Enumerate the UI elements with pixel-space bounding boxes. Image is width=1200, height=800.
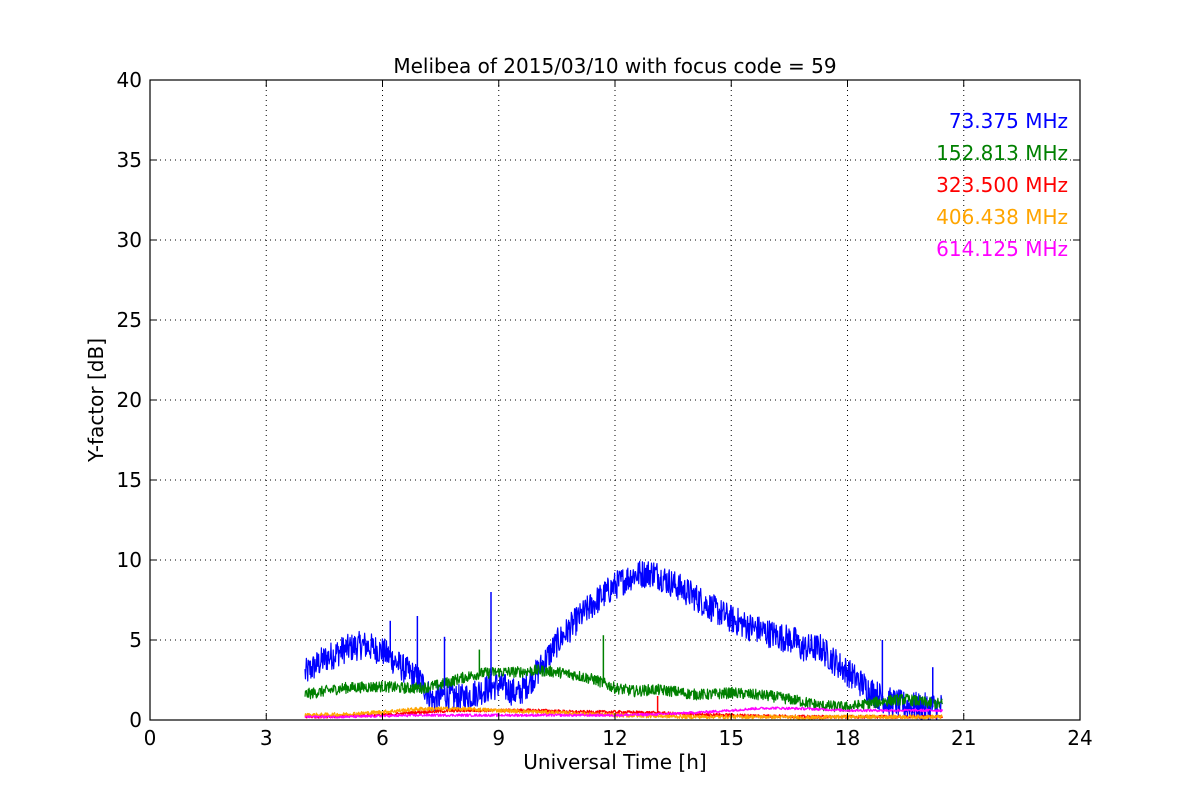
series-line-1 [304,664,944,713]
chart-title: Melibea of 2015/03/10 with focus code = … [393,54,836,78]
y-tick-label: 25 [117,308,142,332]
x-tick-label: 9 [492,726,505,750]
legend-label: 406.438 MHz [936,205,1068,229]
series-line-3 [304,706,943,720]
x-tick-label: 0 [144,726,157,750]
y-tick-label: 40 [117,68,142,92]
y-tick-label: 10 [117,548,142,572]
legend-label: 152.813 MHz [936,141,1068,165]
ticks [149,79,1081,721]
x-tick-label: 12 [602,726,627,750]
y-tick-label: 20 [117,388,142,412]
x-tick-label: 3 [260,726,273,750]
x-tick-label: 6 [376,726,389,750]
legend-label: 614.125 MHz [936,237,1068,261]
legend: 73.375 MHz 152.813 MHz 323.500 MHz 406.438 … [936,109,1068,261]
y-axis-title: Y-factor [dB] [84,338,108,463]
series-layer [304,560,944,720]
x-axis-title: Universal Time [h] [523,750,706,774]
x-tick-label: 21 [951,726,976,750]
y-tick-label: 5 [129,628,142,652]
y-tick-label: 30 [117,228,142,252]
grid [150,80,1080,720]
y-tick-label: 15 [117,468,142,492]
series-line-4 [304,706,944,719]
legend-label: 73.375 MHz [949,109,1068,133]
legend-label: 323.500 MHz [936,173,1068,197]
x-tick-labels: 0 3 6 9 12 15 18 21 24 [144,726,1093,750]
y-tick-label: 35 [117,148,142,172]
y-tick-label: 0 [129,708,142,732]
y-tick-labels: 0 5 10 15 20 25 30 35 40 [117,68,142,732]
x-tick-label: 18 [835,726,860,750]
x-tick-label: 15 [719,726,744,750]
x-tick-label: 24 [1067,726,1092,750]
series-line-0 [304,560,943,720]
